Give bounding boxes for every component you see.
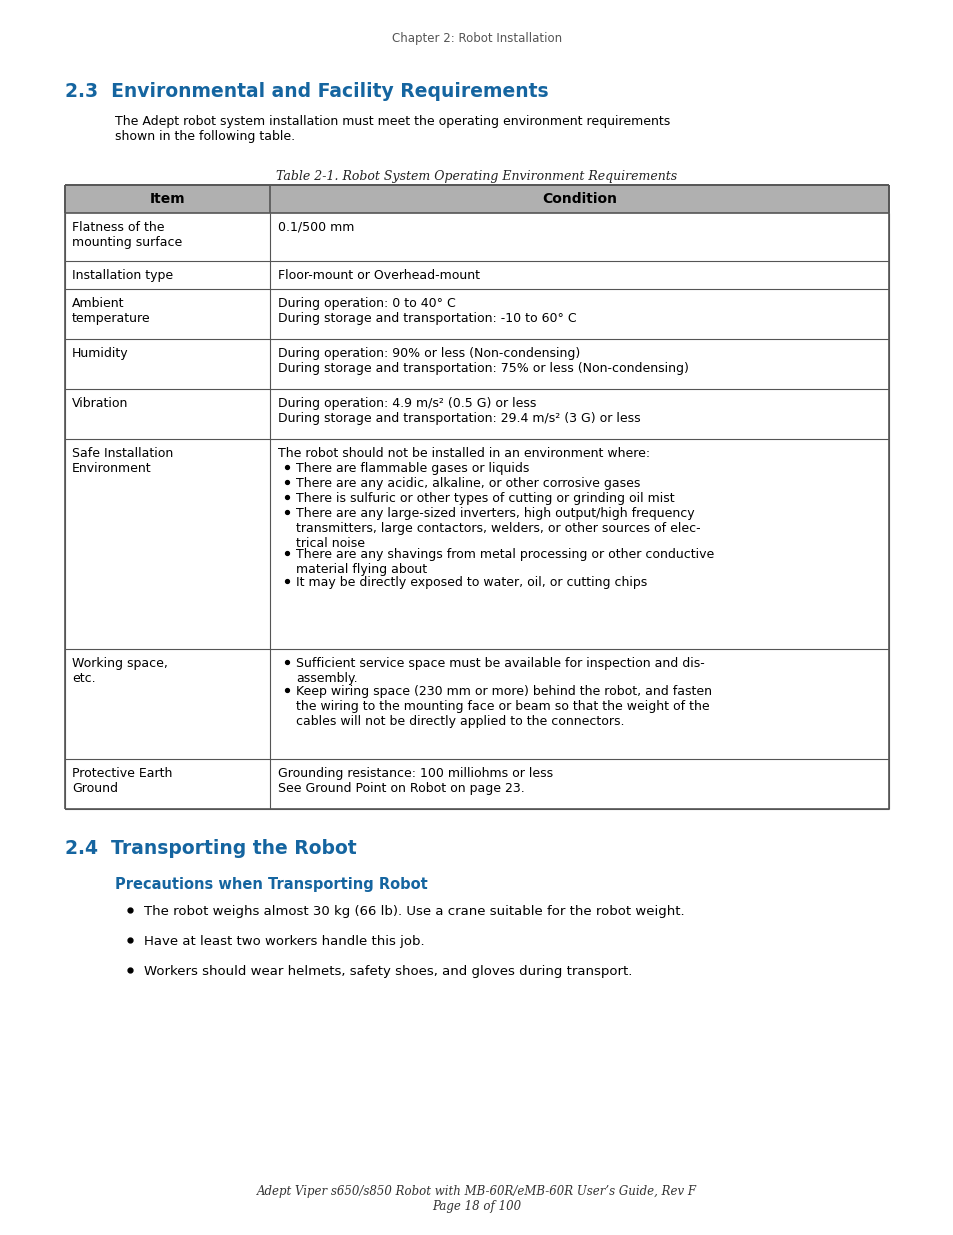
- Text: There is sulfuric or other types of cutting or grinding oil mist: There is sulfuric or other types of cutt…: [295, 492, 674, 505]
- Bar: [65, 185, 888, 212]
- Text: Chapter 2: Robot Installation: Chapter 2: Robot Installation: [392, 32, 561, 44]
- Text: There are any large-sized inverters, high output/high frequency
transmitters, la: There are any large-sized inverters, hig…: [295, 508, 700, 550]
- Text: Condition: Condition: [541, 191, 617, 206]
- Text: Have at least two workers handle this job.: Have at least two workers handle this jo…: [144, 935, 424, 948]
- Text: The robot should not be installed in an environment where:: The robot should not be installed in an …: [277, 447, 649, 459]
- Text: Floor-mount or Overhead-mount: Floor-mount or Overhead-mount: [277, 269, 479, 282]
- Text: 2.4  Transporting the Robot: 2.4 Transporting the Robot: [65, 839, 356, 858]
- Text: Grounding resistance: 100 milliohms or less
See Ground Point on Robot on page 23: Grounding resistance: 100 milliohms or l…: [277, 767, 553, 795]
- Text: Precautions when Transporting Robot: Precautions when Transporting Robot: [115, 877, 427, 892]
- Text: Working space,
etc.: Working space, etc.: [71, 657, 168, 685]
- Text: Protective Earth
Ground: Protective Earth Ground: [71, 767, 172, 795]
- Text: There are flammable gases or liquids: There are flammable gases or liquids: [295, 462, 529, 475]
- Text: There are any shavings from metal processing or other conductive
material flying: There are any shavings from metal proces…: [295, 548, 714, 576]
- Text: The robot weighs almost 30 kg (66 lb). Use a crane suitable for the robot weight: The robot weighs almost 30 kg (66 lb). U…: [144, 905, 684, 918]
- Text: Safe Installation
Environment: Safe Installation Environment: [71, 447, 173, 475]
- Text: Adept Viper s650/s850 Robot with MB-60R/eMB-60R User’s Guide, Rev F: Adept Viper s650/s850 Robot with MB-60R/…: [256, 1186, 697, 1198]
- Text: During operation: 0 to 40° C
During storage and transportation: -10 to 60° C: During operation: 0 to 40° C During stor…: [277, 296, 576, 325]
- Text: During operation: 4.9 m/s² (0.5 G) or less
During storage and transportation: 29: During operation: 4.9 m/s² (0.5 G) or le…: [277, 396, 640, 425]
- Text: Workers should wear helmets, safety shoes, and gloves during transport.: Workers should wear helmets, safety shoe…: [144, 965, 632, 978]
- Text: The Adept robot system installation must meet the operating environment requirem: The Adept robot system installation must…: [115, 115, 670, 143]
- Text: Installation type: Installation type: [71, 269, 172, 282]
- Text: During operation: 90% or less (Non-condensing)
During storage and transportation: During operation: 90% or less (Non-conde…: [277, 347, 688, 375]
- Text: Sufficient service space must be available for inspection and dis-
assembly.: Sufficient service space must be availab…: [295, 657, 704, 685]
- Text: Flatness of the
mounting surface: Flatness of the mounting surface: [71, 221, 182, 249]
- Text: 0.1/500 mm: 0.1/500 mm: [277, 221, 354, 233]
- Text: Humidity: Humidity: [71, 347, 129, 359]
- Text: Ambient
temperature: Ambient temperature: [71, 296, 151, 325]
- Text: 2.3  Environmental and Facility Requirements: 2.3 Environmental and Facility Requireme…: [65, 82, 548, 101]
- Text: It may be directly exposed to water, oil, or cutting chips: It may be directly exposed to water, oil…: [295, 576, 646, 589]
- Text: Keep wiring space (230 mm or more) behind the robot, and fasten
the wiring to th: Keep wiring space (230 mm or more) behin…: [295, 685, 711, 727]
- Text: Vibration: Vibration: [71, 396, 129, 410]
- Text: Table 2-1. Robot System Operating Environment Requirements: Table 2-1. Robot System Operating Enviro…: [276, 170, 677, 183]
- Text: Item: Item: [150, 191, 185, 206]
- Text: Page 18 of 100: Page 18 of 100: [432, 1200, 521, 1213]
- Text: There are any acidic, alkaline, or other corrosive gases: There are any acidic, alkaline, or other…: [295, 477, 639, 490]
